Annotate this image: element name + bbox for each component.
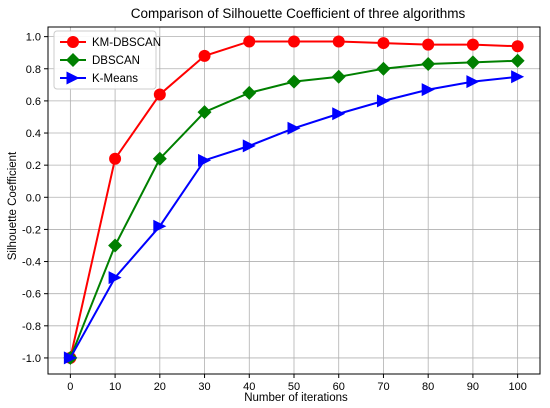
y-tick-label: -0.6 — [22, 289, 41, 301]
data-point-dbscan — [108, 238, 123, 253]
legend-marker-k-means — [66, 71, 80, 85]
y-tick-label: -0.2 — [22, 224, 41, 236]
data-point-k-means — [198, 153, 212, 167]
y-axis-label: Silhouette Coefficient — [7, 151, 19, 260]
data-point-k-means — [511, 70, 525, 84]
series-km-dbscan — [64, 35, 524, 364]
y-tick-label: 0.2 — [26, 160, 41, 172]
legend-item-k-means: K-Means — [60, 71, 138, 85]
data-point-k-means — [466, 75, 480, 89]
series-k-means — [63, 70, 525, 365]
data-point-dbscan — [376, 61, 391, 76]
data-point-km-dbscan — [153, 88, 166, 101]
x-tick-label: 0 — [67, 381, 73, 393]
legend-label-km-dbscan: KM-DBSCAN — [92, 37, 161, 49]
y-tick-label: 0.8 — [26, 64, 41, 76]
data-point-k-means — [421, 83, 435, 97]
data-point-dbscan — [331, 69, 346, 84]
legend-box — [53, 30, 157, 90]
data-point-k-means — [376, 94, 390, 108]
data-point-km-dbscan — [466, 38, 479, 51]
y-tick-label: -1.0 — [22, 353, 41, 365]
x-tick-label: 100 — [508, 381, 526, 393]
data-point-km-dbscan — [377, 37, 390, 50]
data-point-k-means — [242, 139, 256, 153]
y-tick-label: -0.4 — [22, 257, 41, 269]
data-point-k-means — [287, 121, 301, 135]
x-tick-label: 90 — [467, 381, 479, 393]
data-point-k-means — [63, 351, 77, 365]
x-axis-label: Number of iterations — [244, 392, 348, 404]
data-point-km-dbscan — [511, 40, 524, 53]
x-tick-label: 80 — [422, 381, 434, 393]
data-point-dbscan — [465, 55, 480, 70]
chart-title: Comparison of Silhouette Coefficient of … — [131, 6, 466, 21]
data-point-km-dbscan — [243, 35, 256, 48]
data-point-k-means — [332, 107, 346, 121]
legend-item-km-dbscan: KM-DBSCAN — [60, 36, 161, 49]
y-tick-label: 1.0 — [26, 32, 41, 44]
data-point-k-means — [153, 219, 167, 233]
x-tick-label: 60 — [333, 381, 345, 393]
y-tick-label: -0.8 — [22, 321, 41, 333]
legend-item-dbscan: DBSCAN — [60, 53, 140, 67]
data-point-km-dbscan — [332, 35, 345, 48]
data-point-dbscan — [421, 56, 436, 71]
legend: KM-DBSCAN DBSCAN K-Means — [53, 30, 161, 90]
legend-label-dbscan: DBSCAN — [92, 55, 140, 67]
x-tick-label: 50 — [288, 381, 300, 393]
data-point-km-dbscan — [198, 49, 211, 62]
legend-marker-dbscan — [66, 53, 80, 67]
y-tick-label: 0.4 — [26, 128, 41, 140]
data-point-dbscan — [287, 74, 301, 89]
data-point-km-dbscan — [422, 38, 435, 51]
x-tick-label: 70 — [377, 381, 389, 393]
data-point-k-means — [108, 271, 122, 285]
series-dbscan — [63, 53, 525, 365]
x-tick-label: 10 — [109, 381, 121, 393]
data-point-km-dbscan — [288, 35, 300, 48]
x-tick-label: 20 — [154, 381, 166, 393]
x-tick-label: 30 — [198, 381, 210, 393]
y-tick-label: 0.0 — [26, 192, 41, 204]
data-point-dbscan — [510, 53, 525, 68]
x-tick-label: 40 — [243, 381, 255, 393]
data-point-dbscan — [197, 105, 212, 120]
legend-marker-km-dbscan — [67, 36, 79, 48]
data-point-dbscan — [152, 151, 167, 166]
y-tick-label: 0.6 — [26, 96, 41, 108]
data-point-km-dbscan — [109, 152, 122, 165]
data-point-dbscan — [242, 85, 257, 100]
axis-ticks: 0 10 20 30 40 50 60 70 80 90 100 -1.0 -0.8 -0.6 -0.4 -0… — [22, 32, 527, 393]
legend-label-k-means: K-Means — [92, 73, 138, 85]
series-layer — [63, 35, 525, 365]
